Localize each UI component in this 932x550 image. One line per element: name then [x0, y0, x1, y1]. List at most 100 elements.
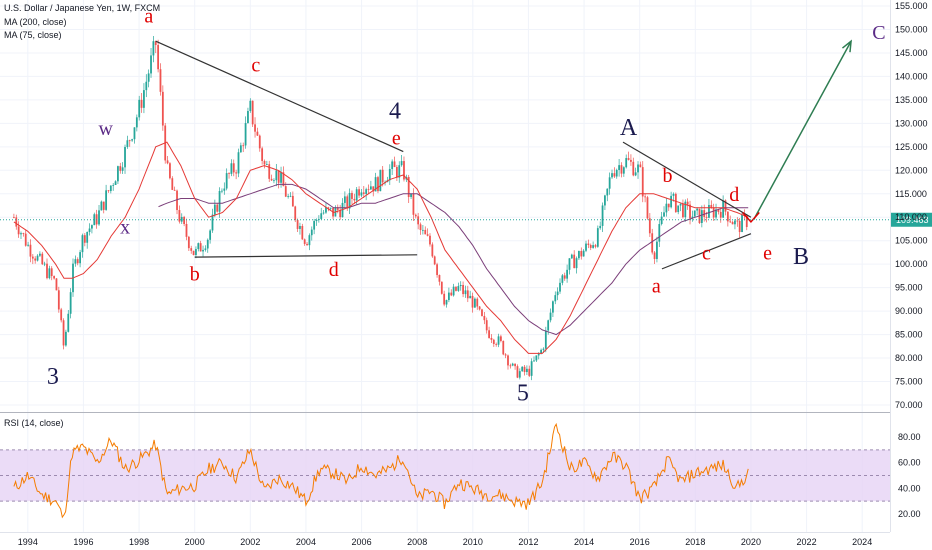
chart-title[interactable]: U.S. Dollar / Japanese Yen, 1W, FXCM [4, 3, 161, 13]
candle-down [171, 178, 174, 190]
candle-down [393, 161, 396, 168]
candle-up [578, 251, 580, 259]
candle-down [169, 163, 171, 179]
wave-label-b: B [793, 244, 809, 270]
candle-down [346, 196, 349, 209]
rsi-tick-label: 40.00 [898, 483, 921, 493]
candle-down [492, 339, 495, 344]
candle-down [29, 244, 32, 257]
candle-up [124, 146, 126, 168]
time-tick-label: 2018 [685, 537, 705, 547]
wave-label-b: b [663, 165, 673, 187]
reversal-arrow [742, 212, 760, 224]
candle-down [190, 248, 193, 251]
trendlines [155, 39, 852, 270]
candle-up [348, 192, 351, 209]
candle-up [225, 173, 228, 189]
candle-up [299, 225, 301, 229]
candle-up [287, 196, 290, 198]
time-tick-label: 2012 [518, 537, 538, 547]
candle-down [587, 243, 590, 245]
candle-down [173, 189, 176, 191]
candle-up [230, 163, 233, 174]
candle-up [343, 196, 346, 203]
candle-up [622, 167, 625, 174]
candle-up [355, 189, 358, 201]
candle-down [436, 264, 438, 276]
candle-down [632, 161, 635, 176]
wave-label-e: e [392, 127, 401, 149]
candle-up [708, 204, 710, 218]
ma200-legend[interactable]: MA (200, close) [4, 17, 67, 27]
candle-up [497, 336, 500, 345]
candle-up [239, 145, 242, 153]
candle-up [696, 208, 699, 211]
candle-up [473, 298, 476, 308]
wave-label-d: d [329, 259, 339, 281]
candle-down [523, 366, 526, 373]
price-tick-label: 130.000 [895, 118, 928, 128]
candle-down [438, 275, 441, 282]
candle-up [36, 255, 39, 261]
time-tick-label: 2016 [630, 537, 650, 547]
candle-down [620, 165, 623, 174]
trendline [194, 254, 418, 258]
candle-up [81, 235, 84, 253]
projection-arrow-line [753, 40, 852, 220]
candle-down [483, 315, 486, 321]
candle-up [679, 203, 682, 206]
candle-down [119, 166, 122, 171]
candle-down [327, 207, 330, 209]
candle-up [91, 225, 93, 229]
time-axis[interactable]: 1994 1996 1998 2000 2002 2004 2006 2008 2010 2012… [18, 537, 872, 547]
candle-down [17, 226, 20, 235]
candle-up [315, 219, 318, 222]
candle-down [22, 233, 25, 234]
candle-down [358, 189, 360, 196]
ma75-legend[interactable]: MA (75, close) [4, 30, 62, 40]
candle-up [537, 353, 540, 356]
price-tick-label: 135.000 [895, 95, 928, 105]
candle-up [180, 216, 183, 222]
price-axis[interactable]: 155.000 150.000 145.000 140.000 135.000 130.0… [895, 1, 928, 410]
candle-down [424, 229, 427, 235]
candle-down [419, 224, 422, 231]
candle-down [258, 135, 261, 149]
candle-down [161, 91, 164, 126]
rsi-legend[interactable]: RSI (14, close) [4, 418, 64, 428]
candle-down [646, 197, 649, 219]
candle-down [301, 225, 304, 240]
candle-up [195, 249, 197, 256]
rsi-band [0, 449, 890, 502]
candle-down [514, 363, 516, 367]
candle-down [431, 244, 434, 257]
candle-down [651, 233, 654, 253]
candle-down [83, 235, 86, 243]
price-tick-label: 85.000 [895, 330, 923, 340]
candle-up [88, 228, 91, 232]
candle-down [102, 201, 105, 210]
candle-up [511, 363, 514, 366]
candle-down [488, 330, 490, 338]
candle-down [254, 124, 256, 132]
candle-down [157, 44, 160, 70]
candle-down [455, 286, 457, 291]
time-tick-label: 2008 [407, 537, 427, 547]
candle-up [421, 229, 424, 231]
candle-up [656, 241, 658, 259]
candle-up [67, 313, 70, 332]
candle-up [540, 349, 542, 354]
candle-up [722, 200, 725, 218]
candle-down [242, 145, 245, 147]
candle-up [374, 177, 377, 192]
candle-up [138, 99, 141, 118]
candle-down [471, 295, 474, 308]
candle-up [554, 295, 557, 302]
rsi-axis[interactable]: 80.00 60.00 40.00 20.00 [898, 432, 921, 519]
ma200-line [158, 183, 749, 336]
candle-down [192, 250, 195, 256]
rsi-tick-label: 60.00 [898, 458, 921, 468]
candle-up [86, 231, 89, 243]
candle-down [726, 211, 729, 222]
